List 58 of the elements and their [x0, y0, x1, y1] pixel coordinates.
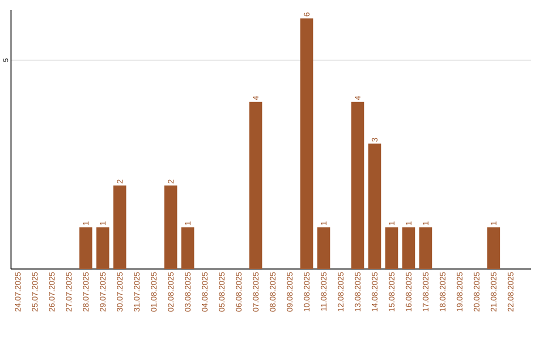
x-tick-label: 03.08.2025	[184, 272, 191, 312]
bar	[317, 227, 330, 269]
x-tick-label: 07.08.2025	[252, 272, 259, 312]
data-label: 2	[116, 180, 123, 184]
bar	[300, 18, 314, 269]
x-tick-label: 12.08.2025	[338, 272, 344, 312]
bar	[351, 102, 364, 269]
bar	[96, 227, 110, 269]
bar	[164, 185, 178, 269]
data-label: 1	[184, 221, 190, 225]
bar	[79, 227, 92, 269]
x-tick-label: 22.08.2025	[508, 272, 514, 312]
bar	[181, 227, 194, 269]
data-label: 1	[490, 221, 496, 225]
x-tick-label: 20.08.2025	[474, 272, 480, 312]
data-label: 1	[406, 221, 412, 225]
x-tick-label: 30.07.2025	[116, 272, 123, 312]
data-label: 3	[372, 138, 378, 142]
x-tick-label: 06.08.2025	[236, 272, 242, 312]
x-tick-label: 19.08.2025	[456, 272, 462, 312]
data-label: 2	[168, 180, 174, 184]
bar	[113, 185, 126, 269]
x-tick-label: 10.08.2025	[304, 272, 310, 312]
x-tick-label: 18.08.2025	[440, 272, 446, 312]
x-tick-label: 21.08.2025	[490, 272, 496, 312]
bar	[385, 227, 398, 269]
x-tick-label: 15.08.2025	[388, 272, 394, 312]
x-tick-label: 02.08.2025	[168, 272, 174, 312]
data-label: 4	[354, 96, 360, 100]
x-tick-label: 04.08.2025	[202, 272, 208, 312]
x-tick-label: 28.07.2025	[82, 272, 89, 312]
x-tick-label: 31.07.2025	[134, 272, 140, 312]
data-label: 1	[83, 221, 89, 225]
x-tick-label: 05.08.2025	[218, 272, 225, 312]
x-tick-label: 14.08.2025	[372, 272, 378, 312]
x-tick-label: 09.08.2025	[286, 272, 293, 312]
data-label: 6	[304, 12, 310, 16]
x-tick-label: 17.08.2025	[422, 272, 428, 312]
x-tick-label: 11.08.2025	[320, 272, 327, 311]
x-tick-label: 26.07.2025	[48, 272, 55, 312]
x-tick-label: 29.07.2025	[100, 272, 106, 312]
x-tick-label: 27.07.2025	[66, 272, 72, 312]
data-label: 4	[252, 96, 258, 100]
x-tick-label: 13.08.2025	[354, 272, 361, 312]
x-tick-label: 16.08.2025	[406, 272, 412, 312]
data-label: 1	[388, 221, 394, 225]
x-tick-label: 24.07.2025	[14, 272, 21, 312]
data-label: 1	[100, 221, 106, 225]
bar	[487, 227, 500, 269]
data-label: 1	[320, 221, 326, 225]
x-tick-label: 01.08.2025	[150, 272, 157, 312]
x-tick-label: 08.08.2025	[270, 272, 276, 312]
x-tick-label: 25.07.2025	[32, 272, 38, 312]
bar	[249, 102, 262, 269]
bar	[368, 144, 382, 269]
bar	[402, 227, 416, 269]
data-label: 1	[422, 221, 428, 225]
bar	[419, 227, 432, 269]
